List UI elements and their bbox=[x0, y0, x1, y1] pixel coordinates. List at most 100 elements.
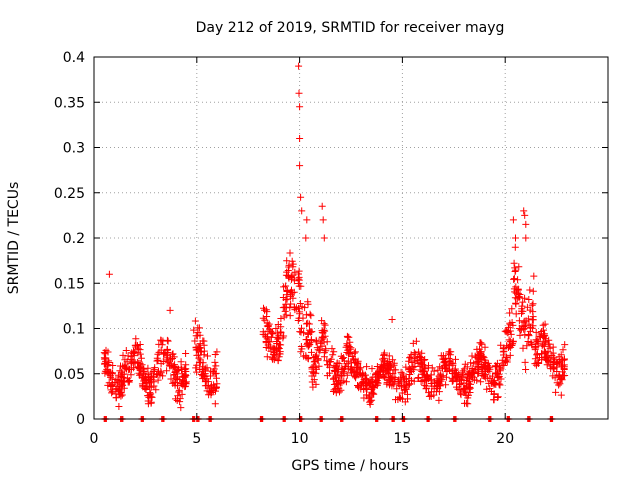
data-point bbox=[529, 300, 537, 308]
data-point bbox=[269, 330, 277, 338]
data-point bbox=[555, 381, 563, 389]
data-point bbox=[116, 367, 124, 375]
data-point bbox=[153, 371, 161, 378]
data-point bbox=[101, 360, 108, 368]
data-point bbox=[460, 387, 468, 395]
data-point bbox=[318, 338, 326, 346]
data-point bbox=[308, 365, 316, 373]
data-point bbox=[195, 324, 203, 332]
data-point bbox=[352, 373, 360, 380]
data-point bbox=[523, 342, 531, 350]
data-point bbox=[123, 375, 131, 383]
data-point bbox=[428, 364, 436, 372]
data-point bbox=[192, 364, 200, 372]
data-point bbox=[144, 364, 152, 372]
data-point bbox=[416, 366, 424, 374]
data-point bbox=[296, 103, 304, 111]
x-tick-label: 0 bbox=[90, 431, 99, 447]
data-point bbox=[521, 331, 529, 339]
data-point bbox=[136, 371, 143, 379]
data-point bbox=[301, 304, 309, 312]
data-point bbox=[197, 371, 205, 378]
data-point bbox=[203, 364, 211, 372]
data-point bbox=[289, 260, 297, 268]
data-point bbox=[366, 398, 374, 406]
data-point bbox=[199, 337, 207, 345]
data-point bbox=[296, 162, 304, 170]
data-point bbox=[463, 377, 471, 385]
data-point bbox=[303, 320, 310, 328]
data-point bbox=[181, 373, 189, 381]
data-point bbox=[409, 339, 417, 347]
data-point bbox=[272, 325, 280, 332]
data-point bbox=[264, 333, 271, 341]
data-point bbox=[320, 320, 328, 328]
data-point bbox=[514, 276, 522, 284]
data-point bbox=[478, 367, 486, 375]
data-point bbox=[154, 356, 162, 364]
data-point bbox=[343, 371, 351, 379]
data-point bbox=[512, 234, 519, 242]
data-point bbox=[163, 367, 171, 375]
data-point bbox=[281, 307, 289, 315]
data-point bbox=[526, 306, 534, 314]
data-point bbox=[453, 383, 460, 391]
data-point bbox=[290, 277, 298, 285]
data-point bbox=[382, 364, 390, 372]
data-point bbox=[182, 350, 190, 357]
data-point bbox=[549, 343, 557, 351]
data-point bbox=[557, 361, 565, 369]
data-point bbox=[274, 329, 282, 337]
data-point bbox=[297, 343, 305, 350]
data-point bbox=[289, 271, 297, 279]
data-point bbox=[274, 321, 282, 328]
data-point bbox=[343, 360, 351, 368]
data-point bbox=[285, 263, 293, 271]
data-point bbox=[476, 345, 483, 353]
y-tick-label: 0.4 bbox=[63, 50, 85, 66]
data-point bbox=[528, 301, 536, 309]
data-point bbox=[538, 356, 546, 364]
data-point bbox=[140, 369, 148, 377]
data-point bbox=[372, 370, 380, 378]
data-point bbox=[120, 384, 128, 392]
data-point bbox=[339, 366, 347, 374]
data-point bbox=[342, 378, 350, 386]
data-point bbox=[502, 357, 509, 365]
data-point bbox=[432, 388, 440, 396]
data-point bbox=[553, 368, 561, 375]
data-point bbox=[104, 348, 112, 356]
data-point bbox=[510, 285, 518, 293]
data-point bbox=[483, 385, 491, 393]
data-point bbox=[105, 379, 113, 387]
data-point bbox=[177, 363, 185, 371]
data-point bbox=[116, 386, 124, 394]
data-point bbox=[503, 326, 511, 334]
data-point bbox=[525, 332, 533, 340]
data-point bbox=[374, 379, 382, 387]
data-point bbox=[108, 389, 116, 397]
data-point bbox=[515, 325, 523, 332]
data-point bbox=[209, 368, 217, 376]
data-point bbox=[295, 304, 302, 312]
data-point bbox=[266, 338, 274, 346]
data-point bbox=[447, 348, 455, 356]
data-point bbox=[560, 372, 568, 380]
data-point bbox=[295, 62, 303, 70]
data-point bbox=[296, 135, 304, 142]
data-point bbox=[404, 390, 411, 398]
data-point bbox=[491, 362, 499, 370]
data-point bbox=[532, 336, 540, 344]
data-point bbox=[323, 357, 331, 365]
data-point bbox=[446, 357, 454, 365]
data-point bbox=[330, 348, 338, 356]
data-point bbox=[410, 349, 418, 357]
data-point bbox=[302, 234, 310, 242]
data-point bbox=[439, 364, 446, 372]
data-point bbox=[169, 355, 176, 362]
data-point bbox=[415, 348, 423, 356]
data-point bbox=[521, 358, 529, 366]
data-point bbox=[128, 358, 136, 366]
data-point bbox=[454, 373, 461, 381]
data-point bbox=[312, 336, 320, 344]
